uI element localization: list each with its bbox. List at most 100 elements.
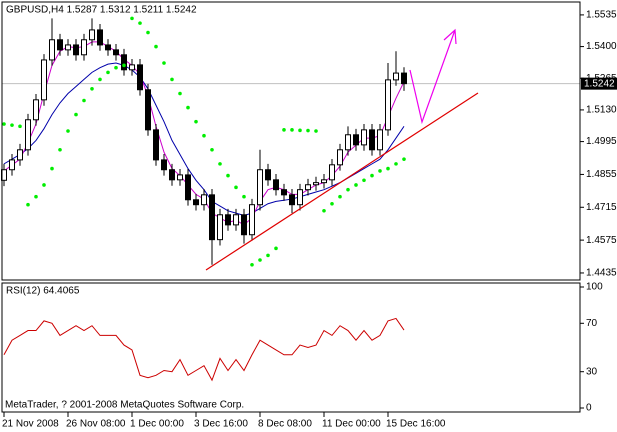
x-tick-label: 1 Dec 00:00 [130,419,184,430]
sar-dot [378,169,382,173]
candle-body [329,164,335,181]
candle-body [201,194,207,206]
candle-body [89,29,95,41]
sar-dot [178,91,182,96]
candle-body [369,129,375,151]
sar-dot [258,258,262,262]
sar-dot [362,178,366,183]
candle-body [161,159,167,171]
candle-body [209,194,215,241]
last-price-box [581,77,617,90]
sar-dot [34,194,38,199]
candle-body [129,64,135,71]
sar-dot [90,87,94,91]
candle-body [377,129,383,151]
rsi-line [3,317,405,382]
sar-dot [82,98,86,103]
candle-body [361,129,367,146]
candle-body [321,179,327,184]
candle-body [57,39,63,51]
sar-dot [282,128,286,132]
y-tick-label: 1.5130 [586,105,617,116]
candle-body [169,169,175,181]
candle-body [281,189,287,196]
sar-dot [26,202,30,207]
candle-body [65,44,71,51]
sar-dot [322,208,326,213]
sar-dot [314,129,318,133]
sar-dot [386,166,390,171]
sar-dot [50,166,54,171]
candle-body [305,184,311,191]
sar-dot [114,65,118,70]
candle-body [297,189,303,206]
candle-body [193,199,199,206]
sar-dot [170,77,174,82]
candle-body [217,214,223,241]
sar-dot [266,253,270,258]
y-tick-label: 0 [586,403,592,414]
y-tick-label: 70 [586,318,598,329]
candle-body [33,99,39,121]
candle-body [313,182,319,186]
x-tick-label: 15 Dec 16:00 [386,419,446,430]
candle-body [385,79,391,131]
x-tick-label: 11 Dec 00:00 [322,419,381,430]
sar-dot [290,128,294,132]
y-tick-label: 1.4995 [586,136,617,147]
candle-body [177,174,183,181]
sar-dot [346,187,350,192]
sar-dot [234,185,238,190]
y-tick-label: 1.4715 [586,202,617,213]
y-tick-label: 100 [586,282,603,293]
sar-dot [42,183,46,187]
candle-body [225,214,231,226]
sar-dot [402,157,406,161]
candle-body [353,134,359,146]
sar-dot [58,147,62,152]
candle-body [97,29,103,46]
candle-body [113,49,119,56]
candle-body [185,174,191,201]
y-tick-label: 1.4855 [586,169,617,180]
sar-dot [146,30,150,35]
x-tick-label: 3 Dec 16:00 [194,419,248,430]
candle-body [393,72,399,81]
sar-dot [306,128,310,133]
y-tick-label: 1.4435 [586,268,617,279]
trend-line [205,92,479,271]
sar-dot [202,133,206,138]
sar-dot [98,77,102,82]
last-price-label: 1.5242 [584,78,615,89]
candle-body [121,54,127,71]
candle-body [265,169,271,181]
price-panel [1,16,580,267]
x-tick-label: 26 Nov 08:00 [66,419,126,430]
y-tick-label: 1.5400 [586,41,617,52]
sar-dot [226,173,230,178]
sar-dot [66,129,70,133]
sar-dot [162,61,166,65]
sar-dot [218,162,222,166]
candle-body [289,194,295,206]
candle-body [17,149,23,161]
sar-dot [18,124,22,129]
candle-body [145,89,151,131]
sar-dot [186,105,190,110]
copyright: MetaTrader, ? 2001-2008 MetaQuotes Softw… [5,400,244,411]
candle-body [345,134,351,151]
sar-dot [338,194,342,199]
sar-dot [370,173,374,178]
sar-dot [106,70,110,75]
rsi-panel-frame [1,282,581,413]
chart-title: GBPUSD,H4 1.5287 1.5312 1.5211 1.5242 [6,5,197,16]
candle-body [241,214,247,236]
candle-body [337,149,343,166]
candle-body [41,59,47,101]
y-tick-label: 1.4575 [586,235,617,246]
sar-dot [210,147,214,152]
rsi-title: RSI(12) 64.4065 [6,286,80,297]
